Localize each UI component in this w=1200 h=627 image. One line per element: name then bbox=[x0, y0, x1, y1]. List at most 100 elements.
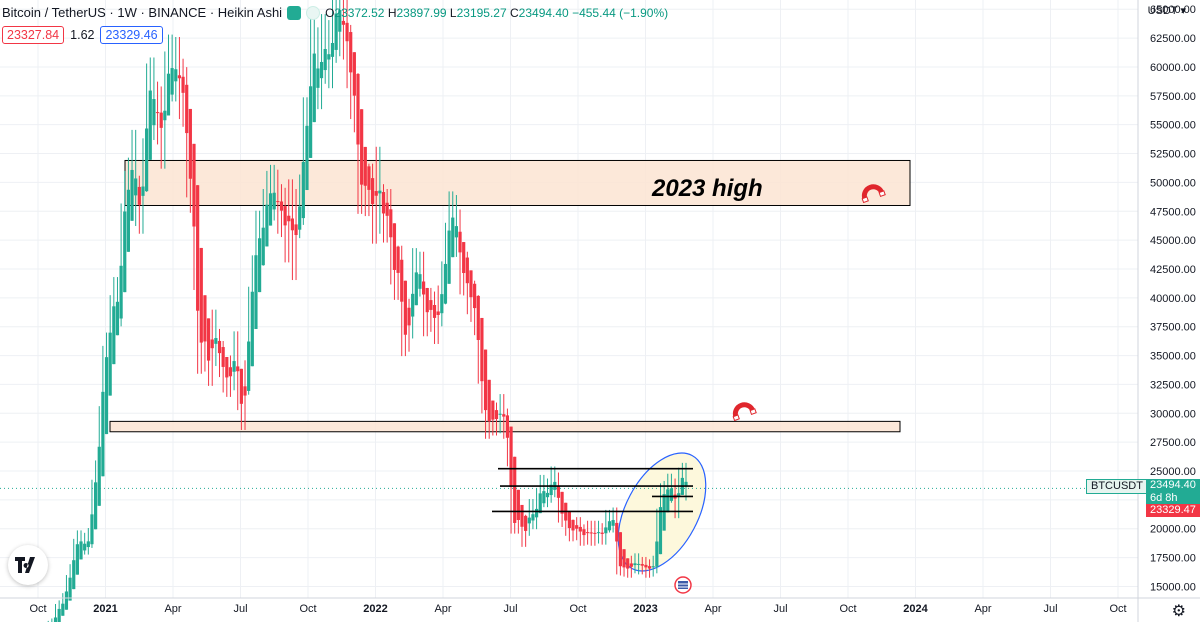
candle-body bbox=[567, 511, 571, 529]
y-tick-label: 50000.00 bbox=[1150, 177, 1196, 189]
candle-body bbox=[560, 491, 564, 514]
market-status-icon[interactable] bbox=[306, 5, 321, 20]
candle-body bbox=[83, 543, 87, 551]
x-tick-label: Apr bbox=[974, 603, 991, 615]
candle-body bbox=[447, 230, 451, 284]
candle-body bbox=[232, 361, 236, 372]
y-tick-label: 47500.00 bbox=[1150, 206, 1196, 218]
candle-body bbox=[381, 192, 386, 214]
candle-body bbox=[155, 112, 160, 114]
open-label: O bbox=[325, 5, 335, 20]
chevron-down-icon: ▾ bbox=[1180, 5, 1186, 17]
x-tick-label: 2022 bbox=[363, 603, 387, 615]
candle-body bbox=[513, 456, 517, 523]
candle-body bbox=[192, 143, 196, 227]
candle-body bbox=[177, 75, 182, 79]
y-tick-label: 27500.00 bbox=[1150, 437, 1196, 449]
buy-button[interactable]: 23329.46 bbox=[100, 26, 163, 44]
candle-body bbox=[389, 209, 393, 238]
candle-body bbox=[268, 193, 273, 226]
low-value: 23195.27 bbox=[456, 5, 507, 20]
candle-body bbox=[148, 90, 152, 160]
candle-body bbox=[600, 532, 604, 534]
x-tick-label: Oct bbox=[569, 603, 586, 615]
settings-gear-icon[interactable]: ⚙ bbox=[1171, 603, 1186, 620]
candle-body bbox=[356, 73, 360, 145]
y-tick-label: 65000.00 bbox=[1150, 4, 1196, 16]
x-tick-label: Jul bbox=[503, 603, 517, 615]
candle-body bbox=[491, 400, 495, 420]
candle-body bbox=[272, 192, 276, 210]
chart-header: Bitcoin / TetherUS · 1W · BINANCE · Heik… bbox=[2, 5, 668, 20]
candle-body bbox=[345, 22, 349, 42]
price-zones[interactable] bbox=[109, 159, 911, 433]
candle-body bbox=[152, 99, 156, 126]
candle-body bbox=[534, 508, 539, 518]
candle-body bbox=[520, 504, 524, 527]
candle-body bbox=[658, 507, 663, 555]
candle-body bbox=[130, 169, 134, 221]
candle-body bbox=[465, 257, 469, 284]
sell-button[interactable]: 23327.84 bbox=[2, 26, 65, 44]
candle-body bbox=[341, 20, 346, 25]
candle-body bbox=[86, 541, 90, 548]
x-tick-label: Jul bbox=[233, 603, 247, 615]
y-tick-label: 45000.00 bbox=[1150, 235, 1196, 247]
low-label: L bbox=[449, 5, 457, 20]
candle-body bbox=[476, 295, 480, 340]
candle-body bbox=[112, 306, 116, 365]
candle-body bbox=[294, 224, 298, 236]
magnet-pole bbox=[749, 408, 757, 415]
candle-body bbox=[283, 206, 287, 226]
candle-body bbox=[396, 246, 400, 273]
candle-body bbox=[418, 274, 422, 289]
candle-body bbox=[75, 544, 79, 575]
ohlc-values: O23372.52 H23897.99 L23195.27 C23494.40 … bbox=[325, 6, 668, 20]
flag-icon[interactable] bbox=[287, 5, 302, 20]
level-lines[interactable] bbox=[0, 467, 1138, 513]
candle-body bbox=[188, 108, 192, 179]
candle-body bbox=[509, 426, 513, 487]
candle-body bbox=[586, 532, 590, 534]
tradingview-logo-icon[interactable] bbox=[8, 545, 48, 585]
candle-body bbox=[556, 485, 561, 498]
open-value: 23372.52 bbox=[334, 5, 385, 20]
candle-body bbox=[159, 112, 163, 128]
annotations[interactable]: 2023 high bbox=[651, 175, 886, 594]
candle-body bbox=[516, 489, 520, 521]
candle-body bbox=[327, 54, 331, 60]
candle-body bbox=[538, 493, 542, 514]
candle-body bbox=[53, 617, 58, 627]
candle-body bbox=[432, 305, 437, 318]
spread-value: 1.62 bbox=[70, 28, 95, 42]
x-tick-label: Oct bbox=[299, 603, 316, 615]
candle-body bbox=[494, 410, 499, 420]
high-value: 23897.99 bbox=[396, 5, 447, 20]
y-tick-label: 15000.00 bbox=[1150, 581, 1196, 593]
candle-body bbox=[185, 84, 189, 134]
y-tick-label: 40000.00 bbox=[1150, 293, 1196, 305]
close-label: C bbox=[510, 5, 519, 20]
candle-body bbox=[279, 201, 284, 211]
candle-body bbox=[505, 415, 510, 438]
y-tick-label: 55000.00 bbox=[1150, 120, 1196, 132]
x-tick-label: 2021 bbox=[93, 603, 117, 615]
candle-body bbox=[626, 558, 630, 569]
magnet-arc bbox=[732, 402, 756, 418]
candle-body bbox=[403, 280, 407, 335]
candle-body bbox=[367, 166, 371, 190]
candle-body bbox=[199, 247, 203, 343]
candle-body bbox=[254, 255, 258, 329]
candle-body bbox=[414, 272, 418, 306]
symbol-title[interactable]: Bitcoin / TetherUS · 1W · BINANCE · Heik… bbox=[2, 5, 283, 20]
currency-selector[interactable]: USDT ▾ bbox=[1148, 4, 1186, 17]
magnet-pole bbox=[878, 190, 886, 197]
candle-body bbox=[174, 69, 178, 82]
y-tick-label: 52500.00 bbox=[1150, 149, 1196, 161]
x-tick-label: Oct bbox=[1109, 603, 1126, 615]
candle-body bbox=[425, 287, 429, 313]
magnet-icon bbox=[861, 184, 886, 204]
candle-body bbox=[378, 190, 382, 194]
